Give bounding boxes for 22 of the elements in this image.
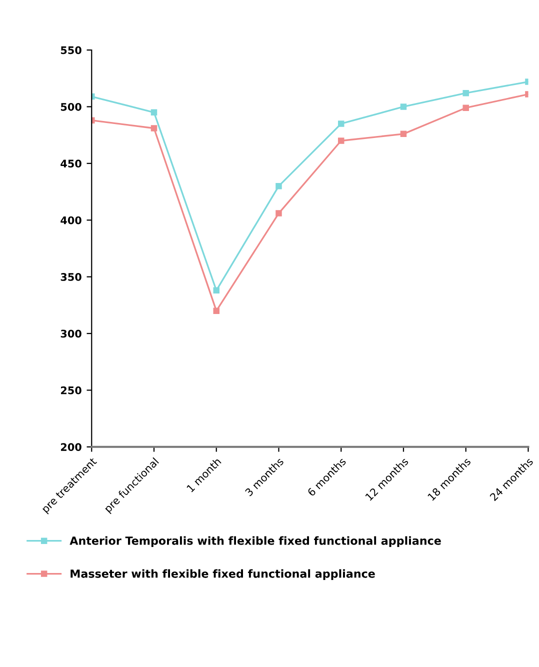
point — [400, 104, 407, 110]
point — [213, 308, 220, 314]
legend-label: Masseter with flexible fixed functional appliance — [70, 569, 375, 580]
point — [150, 109, 158, 116]
y-tick-label: 300 — [60, 330, 82, 338]
y-tick-label: 550 — [60, 46, 82, 54]
legend-label: Anterior Temporalis with flexible fixed functional appliance — [70, 536, 441, 548]
point — [462, 104, 469, 111]
y-tick-label: 350 — [60, 273, 82, 281]
point — [213, 287, 220, 294]
point — [400, 130, 407, 138]
point — [338, 120, 344, 127]
point — [276, 210, 282, 216]
y-tick-label: 500 — [60, 102, 82, 111]
point — [276, 182, 282, 190]
y-tick-label: 400 — [60, 216, 82, 224]
y-tick-label: 250 — [60, 386, 82, 394]
point — [150, 125, 158, 132]
point — [338, 138, 344, 144]
point — [462, 90, 469, 96]
y-tick-label: 200 — [60, 443, 82, 451]
y-tick-label: 450 — [60, 160, 82, 168]
